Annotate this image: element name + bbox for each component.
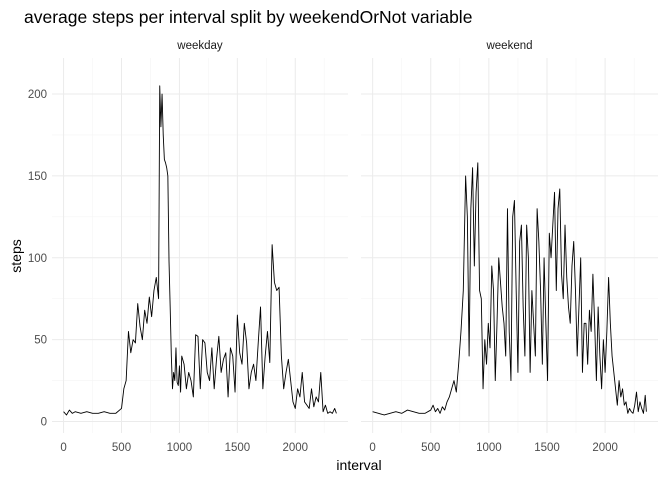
x-tick-label: 0 [369, 442, 375, 454]
x-tick-label: 0 [60, 442, 66, 454]
y-tick-label: 50 [34, 335, 47, 347]
x-tick-label: 2000 [592, 442, 618, 454]
facet-panel-weekday: weekday 0 500 1000 1500 2000 [52, 40, 348, 454]
x-tick-label: 2000 [282, 442, 308, 454]
y-tick-label: 150 [28, 171, 47, 183]
y-tick-label: 200 [28, 89, 47, 101]
series-line-weekend [372, 162, 647, 416]
x-tick-label: 1500 [225, 442, 251, 454]
chart-title: average steps per interval split by week… [24, 7, 472, 27]
x-tick-label: 500 [112, 442, 131, 454]
x-tick-label: 1000 [476, 442, 502, 454]
facet-panel-weekend: weekend 0 500 1000 1500 2000 [361, 40, 658, 454]
y-tick-label: 0 [41, 417, 47, 429]
facet-strip-label: weekend [485, 40, 532, 52]
x-tick-label: 1000 [167, 442, 193, 454]
y-axis-label: steps [8, 239, 24, 272]
y-tick-label: 100 [28, 253, 47, 265]
x-axis-label: interval [336, 457, 381, 473]
x-tick-label: 1500 [534, 442, 560, 454]
facet-strip-label: weekday [176, 40, 223, 52]
x-tick-label: 500 [421, 442, 440, 454]
series-line-weekday [63, 85, 337, 416]
